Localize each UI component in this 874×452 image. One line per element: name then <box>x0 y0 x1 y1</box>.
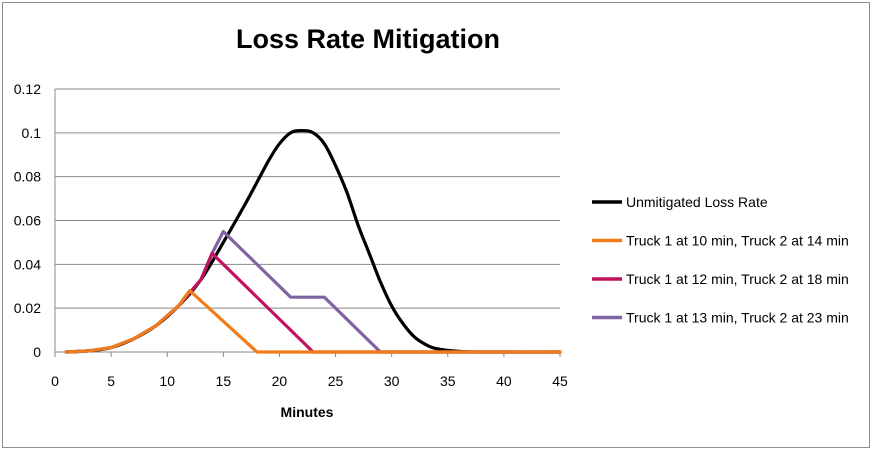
y-tick-label: 0.04 <box>14 256 41 272</box>
y-tick-label: 0.08 <box>14 169 41 185</box>
legend-label: Truck 1 at 12 min, Truck 2 at 18 min <box>626 271 849 287</box>
legend-label: Truck 1 at 10 min, Truck 2 at 14 min <box>626 233 849 249</box>
gridlines <box>55 88 560 309</box>
x-tick-labels: 0 5 10 15 20 25 30 35 40 45 <box>51 373 568 389</box>
y-tick-label: 0.06 <box>14 213 41 229</box>
legend: Unmitigated Loss Rate Truck 1 at 10 min, … <box>592 194 849 326</box>
x-axis-title: Minutes <box>281 404 334 420</box>
x-tick-label: 20 <box>272 373 288 389</box>
series-line-1 <box>64 128 562 354</box>
x-tick-label: 25 <box>328 373 344 389</box>
y-tick-label: 0.1 <box>22 125 42 141</box>
y-tick-label: 0.02 <box>14 300 41 316</box>
x-tick-label: 40 <box>496 373 512 389</box>
y-tick-label: 0 <box>33 344 41 360</box>
x-tick-label: 45 <box>552 373 568 389</box>
chart-title: Loss Rate Mitigation <box>236 24 500 54</box>
x-tick-label: 5 <box>107 373 115 389</box>
series-line-2 <box>64 289 562 354</box>
x-tick-label: 10 <box>159 373 175 389</box>
axes <box>54 89 561 357</box>
x-tick-label: 0 <box>51 373 59 389</box>
chart-area <box>2 2 870 448</box>
legend-label: Truck 1 at 13 min, Truck 2 at 23 min <box>626 310 849 326</box>
y-tick-labels: 0 0.02 0.04 0.06 0.08 0.1 0.12 <box>14 81 41 360</box>
legend-label: Unmitigated Loss Rate <box>626 194 768 210</box>
y-tick-label: 0.12 <box>14 81 41 97</box>
x-tick-label: 35 <box>440 373 456 389</box>
x-tick-label: 15 <box>216 373 232 389</box>
series-lines <box>64 128 562 354</box>
x-tick-label: 30 <box>384 373 400 389</box>
